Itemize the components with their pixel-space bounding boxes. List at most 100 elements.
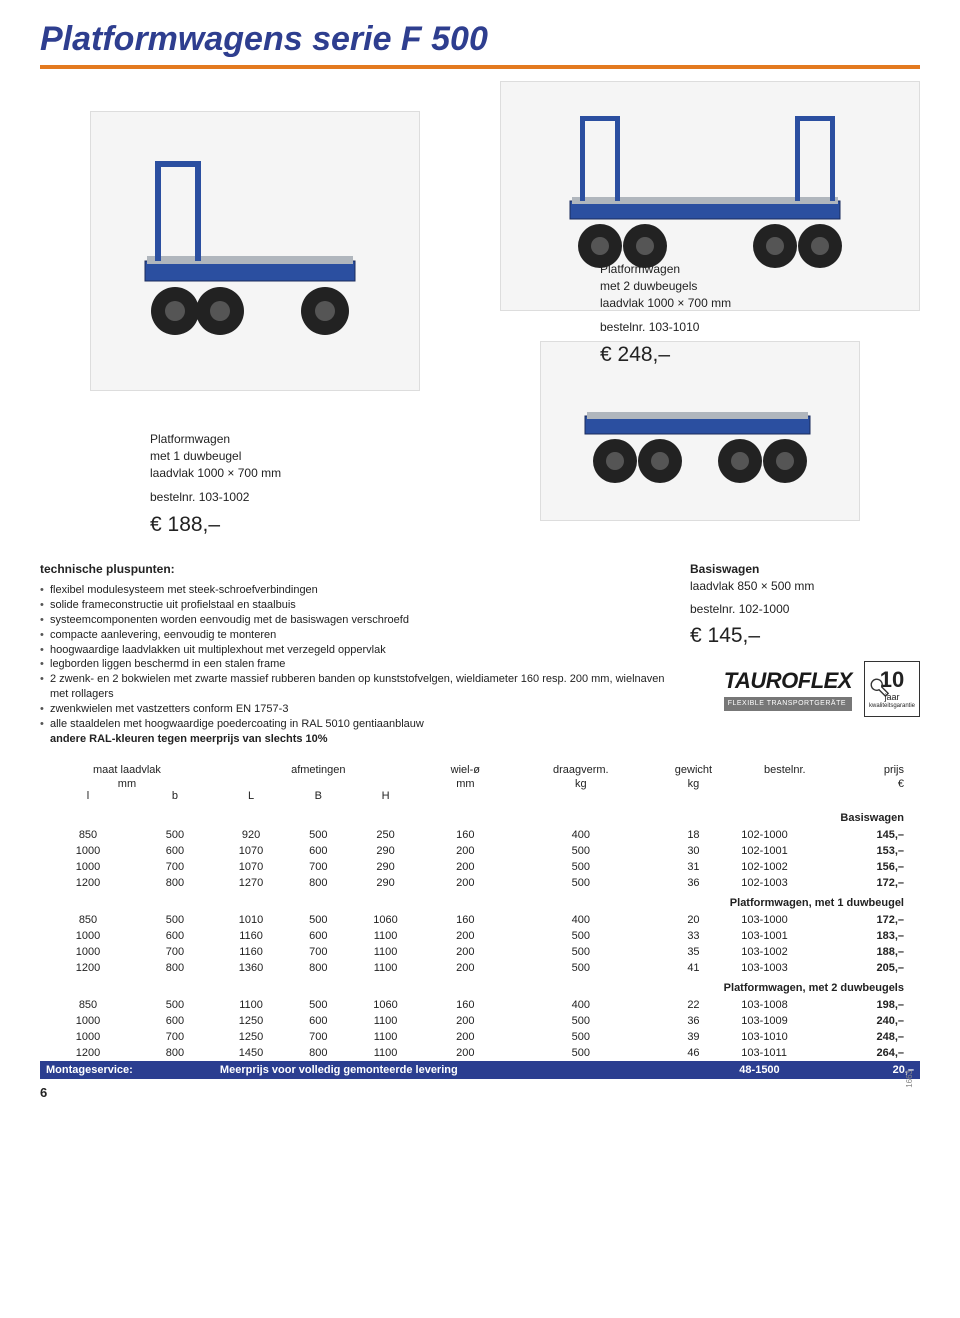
table-cell: 700 [288, 944, 348, 960]
table-cell: 1100 [348, 1029, 422, 1045]
table-cell: 1000 [40, 843, 136, 859]
table-cell: 1000 [40, 1029, 136, 1045]
warranty-sub: kwaliteitsgarantie [869, 703, 915, 710]
table-cell: 200 [423, 843, 508, 859]
table-cell: 30 [654, 843, 734, 859]
table-row: 1200800127080029020050036102-1003172,– [40, 875, 920, 891]
table-cell: 250 [348, 827, 422, 843]
table-cell: 1000 [40, 1013, 136, 1029]
table-cell: 1160 [214, 928, 288, 944]
th-l: l [40, 790, 136, 806]
table-cell: 500 [288, 997, 348, 1013]
table-cell: 36 [654, 875, 734, 891]
table-cell: 160 [423, 912, 508, 928]
table-cell: 1450 [214, 1045, 288, 1061]
table-cell: 700 [288, 1029, 348, 1045]
table-cell: 700 [136, 1029, 214, 1045]
table-cell: 1200 [40, 960, 136, 976]
montage-spacer [654, 1061, 734, 1079]
table-cell: 500 [508, 944, 654, 960]
brand-row: TAUROFLEX FLEXIBLE TRANSPORTGERÄTE 10 ja… [690, 661, 920, 717]
table-cell: 102-1000 [733, 827, 836, 843]
mid-section: technische pluspunten: flexibel modulesy… [40, 561, 920, 746]
table-cell: 850 [40, 912, 136, 928]
table-row: 85050092050025016040018102-1000145,– [40, 827, 920, 843]
table-cell: 1250 [214, 1029, 288, 1045]
product1-sub2: laadvlak 1000 × 700 mm [150, 465, 281, 482]
table-cell: 198,– [836, 997, 920, 1013]
th-draag: draagverm. [508, 762, 654, 776]
table-cell: 205,– [836, 960, 920, 976]
table-cell: 600 [136, 843, 214, 859]
table-cell: 1200 [40, 875, 136, 891]
table-cell: 188,– [836, 944, 920, 960]
table-cell: 1000 [40, 859, 136, 875]
table-cell: 145,– [836, 827, 920, 843]
specs-item: systeemcomponenten worden eenvoudig met … [40, 613, 670, 628]
caption-product-1: Platformwagen met 1 duwbeugel laadvlak 1… [150, 431, 281, 540]
specs-item: flexibel modulesysteem met steek-schroef… [40, 583, 670, 598]
specs-heading: technische pluspunten: [40, 561, 670, 577]
caption-product-2: Platformwagen met 2 duwbeugels laadvlak … [600, 261, 731, 370]
hero-area: Platformwagen met 1 duwbeugel laadvlak 1… [40, 81, 920, 551]
table-cell: 46 [654, 1045, 734, 1061]
table-cell: 500 [136, 912, 214, 928]
specs-list: flexibel modulesysteem met steek-schroef… [40, 583, 670, 731]
cart-1-icon [125, 141, 385, 361]
product3-order: bestelnr. 102-1000 [690, 601, 920, 618]
product2-sub1: met 2 duwbeugels [600, 278, 731, 295]
th-gewicht-unit: kg [654, 776, 734, 790]
table-cell: 920 [214, 827, 288, 843]
product1-order: bestelnr. 103-1002 [150, 489, 281, 506]
brand-sub: FLEXIBLE TRANSPORTGERÄTE [724, 697, 852, 711]
th-wiel: wiel-ø [423, 762, 508, 776]
table-cell: 290 [348, 843, 422, 859]
table-cell: 264,– [836, 1045, 920, 1061]
table-cell: 200 [423, 1029, 508, 1045]
table-cell: 31 [654, 859, 734, 875]
table-cell: 500 [508, 1029, 654, 1045]
table-cell: 500 [288, 912, 348, 928]
specs-block: technische pluspunten: flexibel modulesy… [40, 561, 670, 746]
table-cell: 1010 [214, 912, 288, 928]
table-cell: 1060 [348, 912, 422, 928]
table-row: 1000600107060029020050030102-1001153,– [40, 843, 920, 859]
th-b: b [136, 790, 214, 806]
table-cell: 103-1008 [733, 997, 836, 1013]
title-underline [40, 65, 920, 69]
table-cell: 500 [136, 997, 214, 1013]
table-cell: 200 [423, 1045, 508, 1061]
table-cell: 1000 [40, 928, 136, 944]
th-maat-unit: mm [40, 776, 214, 790]
table-cell: 700 [136, 944, 214, 960]
table-cell: 172,– [836, 875, 920, 891]
table-cell: 1100 [348, 944, 422, 960]
table-cell: 1100 [214, 997, 288, 1013]
table-cell: 200 [423, 859, 508, 875]
specs-item: zwenkwielen met vastzetters conform EN 1… [40, 702, 670, 717]
brand-block: TAUROFLEX FLEXIBLE TRANSPORTGERÄTE [724, 666, 852, 711]
table-cell: 103-1002 [733, 944, 836, 960]
table-cell: 1070 [214, 859, 288, 875]
table-cell: 800 [288, 875, 348, 891]
table-cell: 172,– [836, 912, 920, 928]
montage-code: 48-1500 [733, 1061, 836, 1079]
table-cell: 600 [136, 928, 214, 944]
table-row: 8505001100500106016040022103-1008198,– [40, 997, 920, 1013]
specs-item: legborden liggen beschermd in een stalen… [40, 657, 670, 672]
th-bestel: bestelnr. [733, 762, 836, 776]
table-cell: 153,– [836, 843, 920, 859]
product3-name: Basiswagen [690, 562, 759, 576]
table-cell: 850 [40, 827, 136, 843]
table-cell: 850 [40, 997, 136, 1013]
table-cell: 200 [423, 960, 508, 976]
product3-price: € 145,– [690, 621, 920, 650]
table-cell: 103-1009 [733, 1013, 836, 1029]
section-title: Basiswagen [40, 806, 920, 827]
table-row: 12008001360800110020050041103-1003205,– [40, 960, 920, 976]
product-image-1 [90, 111, 420, 391]
table-cell: 290 [348, 875, 422, 891]
page-number: 6 [40, 1085, 920, 1100]
table-cell: 290 [348, 859, 422, 875]
th-prijs: prijs [836, 762, 920, 776]
